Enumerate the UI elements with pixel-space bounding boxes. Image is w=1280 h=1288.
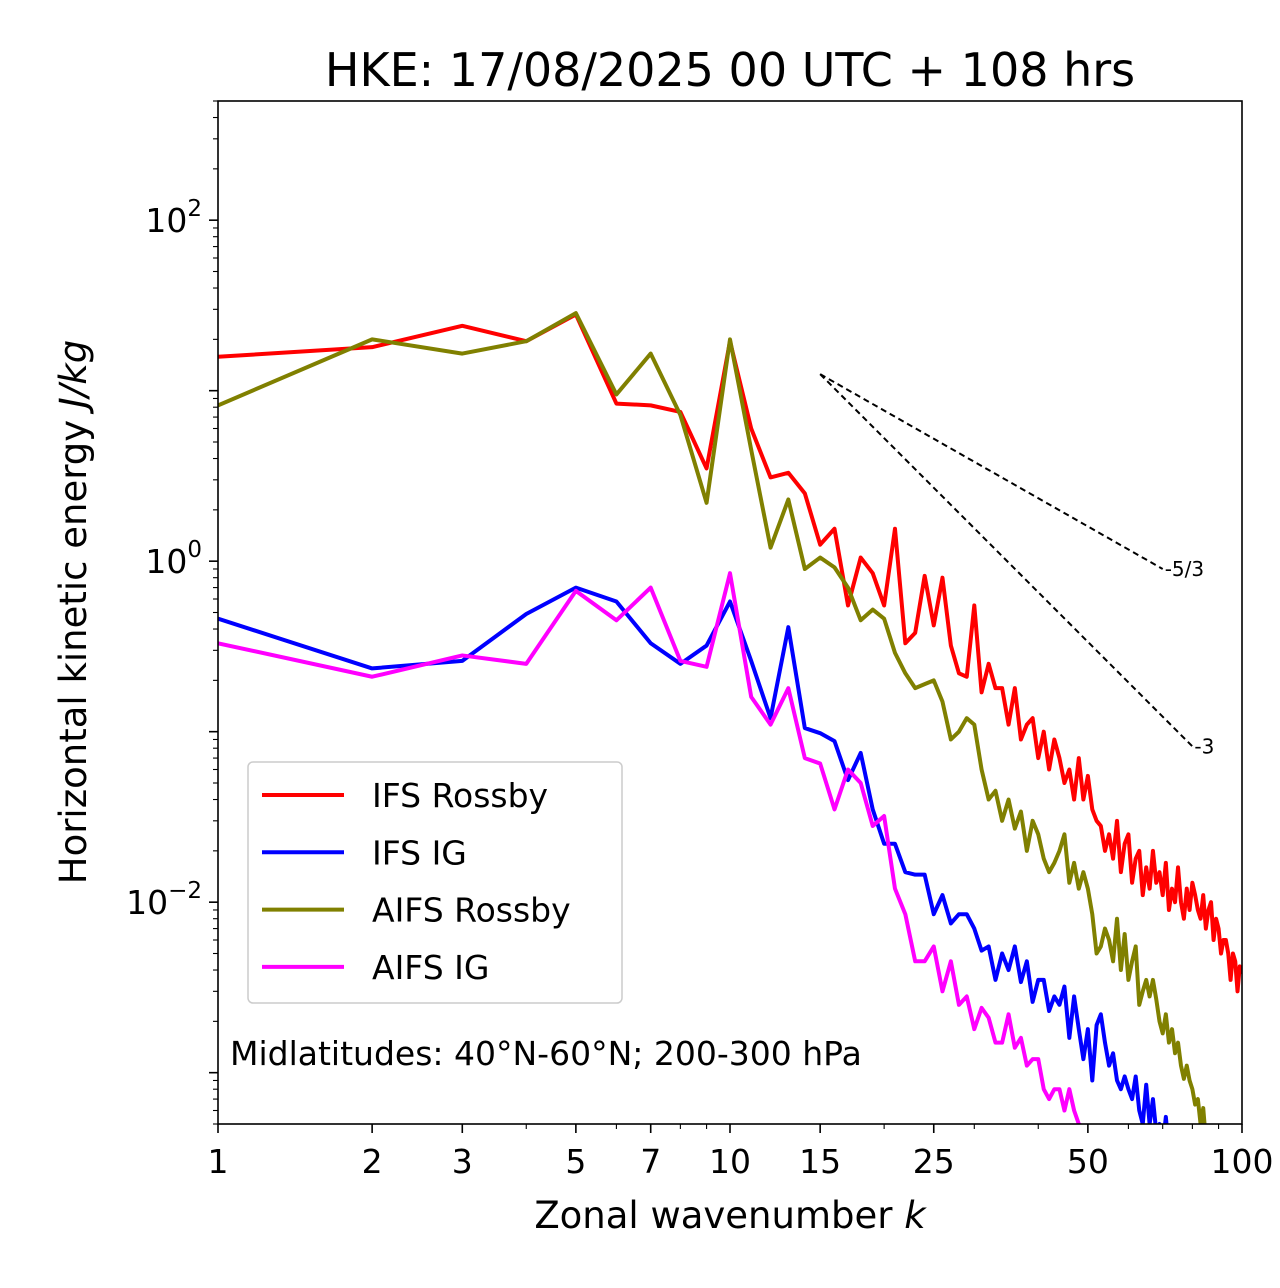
y-tick-base: 10 bbox=[145, 542, 187, 581]
y-tick-base: 10 bbox=[126, 883, 168, 922]
slope-line-minus-three bbox=[819, 373, 1194, 748]
series-line-aifs-rossby bbox=[218, 311, 1207, 1124]
x-tick-label: 10 bbox=[709, 1142, 751, 1181]
legend: IFS Rossby IFS IG AIFS Rossby AIFS IG bbox=[247, 761, 623, 1004]
slope-line-five-thirds bbox=[819, 373, 1164, 570]
chart-title: HKE: 17/08/2025 00 UTC + 108 hrs bbox=[325, 43, 1135, 97]
x-tick-label: 50 bbox=[1067, 1142, 1109, 1181]
y-minor-ticks bbox=[209, 100, 218, 1125]
legend-box bbox=[247, 761, 623, 1004]
x-axis-label: Zonal wavenumber k bbox=[534, 1194, 927, 1237]
y-tick-exponent: 0 bbox=[187, 537, 202, 563]
slope-label: -3 bbox=[1194, 734, 1214, 758]
region-annotation: Midlatitudes: 40°N-60°N; 200-300 hPa bbox=[230, 1034, 862, 1073]
x-tick-label: 5 bbox=[565, 1142, 586, 1181]
y-axis-label: Horizontal kinetic energy J/kg bbox=[52, 340, 95, 884]
x-axis-ticks: 1 2 3 5 7 10 15 25 50 100 bbox=[208, 1124, 1274, 1181]
y-axis-label-text: Horizontal kinetic energy bbox=[52, 420, 95, 884]
series-line-aifs-ig bbox=[218, 571, 1083, 1124]
x-tick-label: 2 bbox=[362, 1142, 383, 1181]
x-tick-label: 15 bbox=[799, 1142, 841, 1181]
series-line-ifs-ig bbox=[218, 585, 1169, 1124]
series-line-ifs-rossby bbox=[218, 312, 1242, 994]
slope-labels: -5/3 -3 bbox=[1165, 557, 1215, 758]
y-tick-exponent: −2 bbox=[168, 878, 202, 904]
x-tick-label: 3 bbox=[452, 1142, 473, 1181]
legend-label: AIFS Rossby bbox=[372, 891, 571, 930]
slope-label: -5/3 bbox=[1165, 557, 1204, 581]
x-minor-ticks bbox=[525, 1124, 1220, 1129]
legend-label: IFS Rossby bbox=[372, 776, 548, 815]
x-tick-label: 1 bbox=[208, 1142, 229, 1181]
x-axis-label-var: k bbox=[904, 1194, 927, 1237]
series-lines bbox=[218, 311, 1242, 1124]
legend-label: IFS IG bbox=[372, 833, 467, 872]
legend-label: AIFS IG bbox=[372, 948, 489, 987]
y-tick-label: 102 bbox=[145, 196, 202, 240]
y-tick-label: 10−2 bbox=[126, 878, 202, 922]
x-tick-label: 25 bbox=[913, 1142, 955, 1181]
y-axis-label-unit: J/kg bbox=[52, 340, 95, 415]
reference-slope-lines bbox=[819, 373, 1194, 748]
y-tick-base: 10 bbox=[145, 201, 187, 240]
x-tick-label: 100 bbox=[1211, 1142, 1274, 1181]
y-tick-label: 100 bbox=[145, 537, 202, 581]
y-tick-exponent: 2 bbox=[187, 196, 202, 222]
plot-frame bbox=[217, 100, 1243, 1125]
x-axis-label-text: Zonal wavenumber bbox=[534, 1194, 893, 1237]
x-tick-label: 7 bbox=[640, 1142, 661, 1181]
